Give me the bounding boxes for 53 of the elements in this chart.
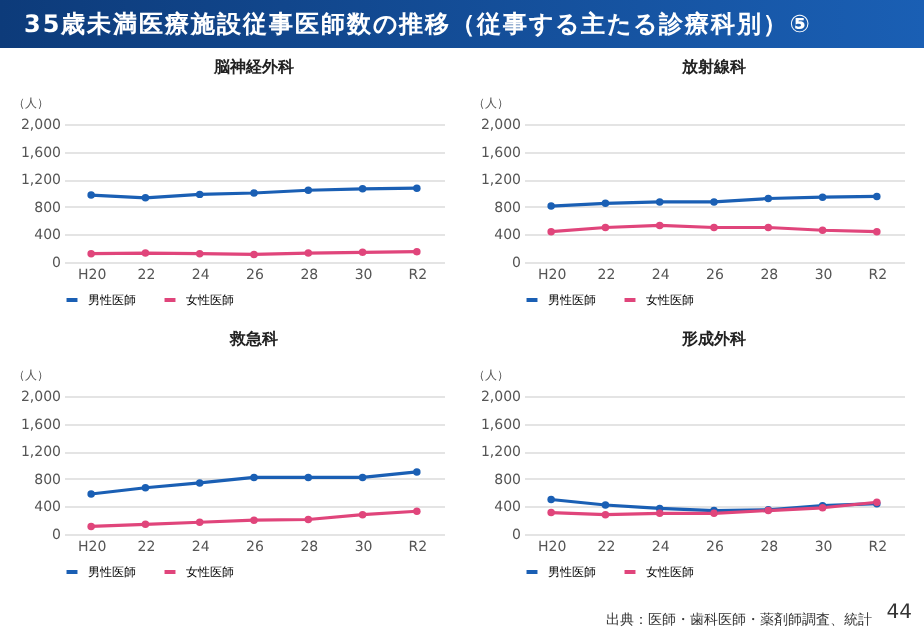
point	[413, 507, 421, 515]
point	[710, 223, 718, 232]
point	[195, 518, 204, 526]
point	[195, 479, 204, 487]
point	[764, 194, 773, 203]
point	[87, 522, 95, 531]
point	[547, 495, 555, 504]
point	[195, 249, 204, 258]
point	[87, 191, 95, 199]
point	[655, 198, 664, 206]
chart-title: 脳神経外科	[212, 58, 294, 76]
point	[358, 510, 367, 519]
chart-title: 放射線科	[680, 58, 746, 76]
point	[655, 509, 664, 518]
point	[141, 194, 150, 202]
chart-title: 救急科	[228, 330, 278, 348]
text: 35歳未満医療施設従事医師数の推移（従事する主たる診療科別）⑤	[0, 0, 924, 48]
point	[304, 186, 313, 194]
point	[358, 185, 367, 193]
point	[87, 490, 95, 498]
point	[141, 484, 150, 492]
point	[873, 192, 881, 201]
point	[250, 516, 258, 524]
point	[413, 247, 421, 256]
point	[710, 198, 718, 206]
point	[304, 473, 313, 482]
point	[87, 249, 95, 258]
point	[601, 501, 610, 509]
point	[547, 202, 555, 210]
point	[141, 520, 150, 529]
point	[873, 227, 881, 236]
point	[195, 190, 204, 199]
point	[413, 184, 421, 192]
point	[413, 468, 421, 476]
point	[304, 515, 313, 524]
point	[358, 473, 367, 482]
point	[764, 223, 773, 232]
chart-title: 形成外科	[680, 330, 746, 348]
point	[601, 199, 610, 208]
point	[358, 248, 367, 257]
point	[250, 189, 258, 197]
point	[250, 250, 258, 259]
point	[601, 510, 610, 519]
point	[818, 193, 827, 201]
point	[818, 226, 827, 234]
point	[547, 227, 555, 236]
point	[601, 223, 610, 232]
point	[655, 221, 664, 230]
text: 44	[886, 602, 912, 624]
point	[141, 249, 150, 257]
point	[547, 508, 555, 517]
point	[304, 249, 313, 257]
point	[250, 473, 258, 482]
